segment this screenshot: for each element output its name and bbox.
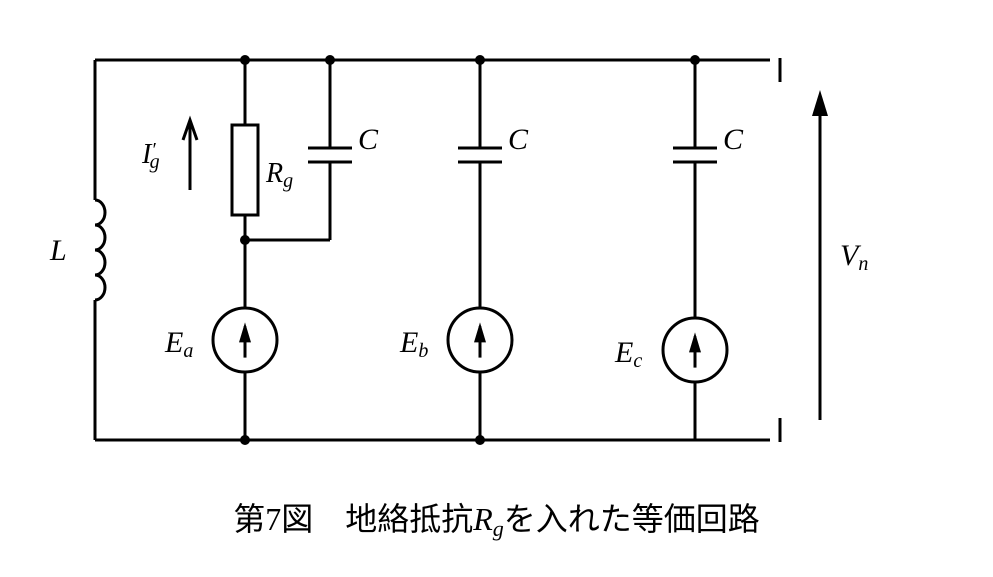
node [475,435,485,445]
eb-label: Eb [399,326,428,362]
cap-c-label: C [723,123,744,156]
ea-label: Ea [164,326,193,362]
cap-a-label: C [358,123,379,156]
node [690,55,700,65]
node [240,435,250,445]
node [475,55,485,65]
resistor-rg [232,125,258,215]
node [325,55,335,65]
node [240,235,250,245]
ig-label: I′g [141,139,160,173]
source-ea-arrow [239,322,251,342]
vn-label: Vn [840,239,868,275]
inductor [95,200,105,300]
ec-label: Ec [614,336,642,372]
figure-caption: 第7図 地絡抵抗Rgを入れた等価回路 [233,501,760,541]
vn-arrow-head [812,90,828,116]
node [240,55,250,65]
rg-label: Rg [265,158,293,192]
cap-b-label: C [508,123,529,156]
inductor-label: L [49,234,67,267]
